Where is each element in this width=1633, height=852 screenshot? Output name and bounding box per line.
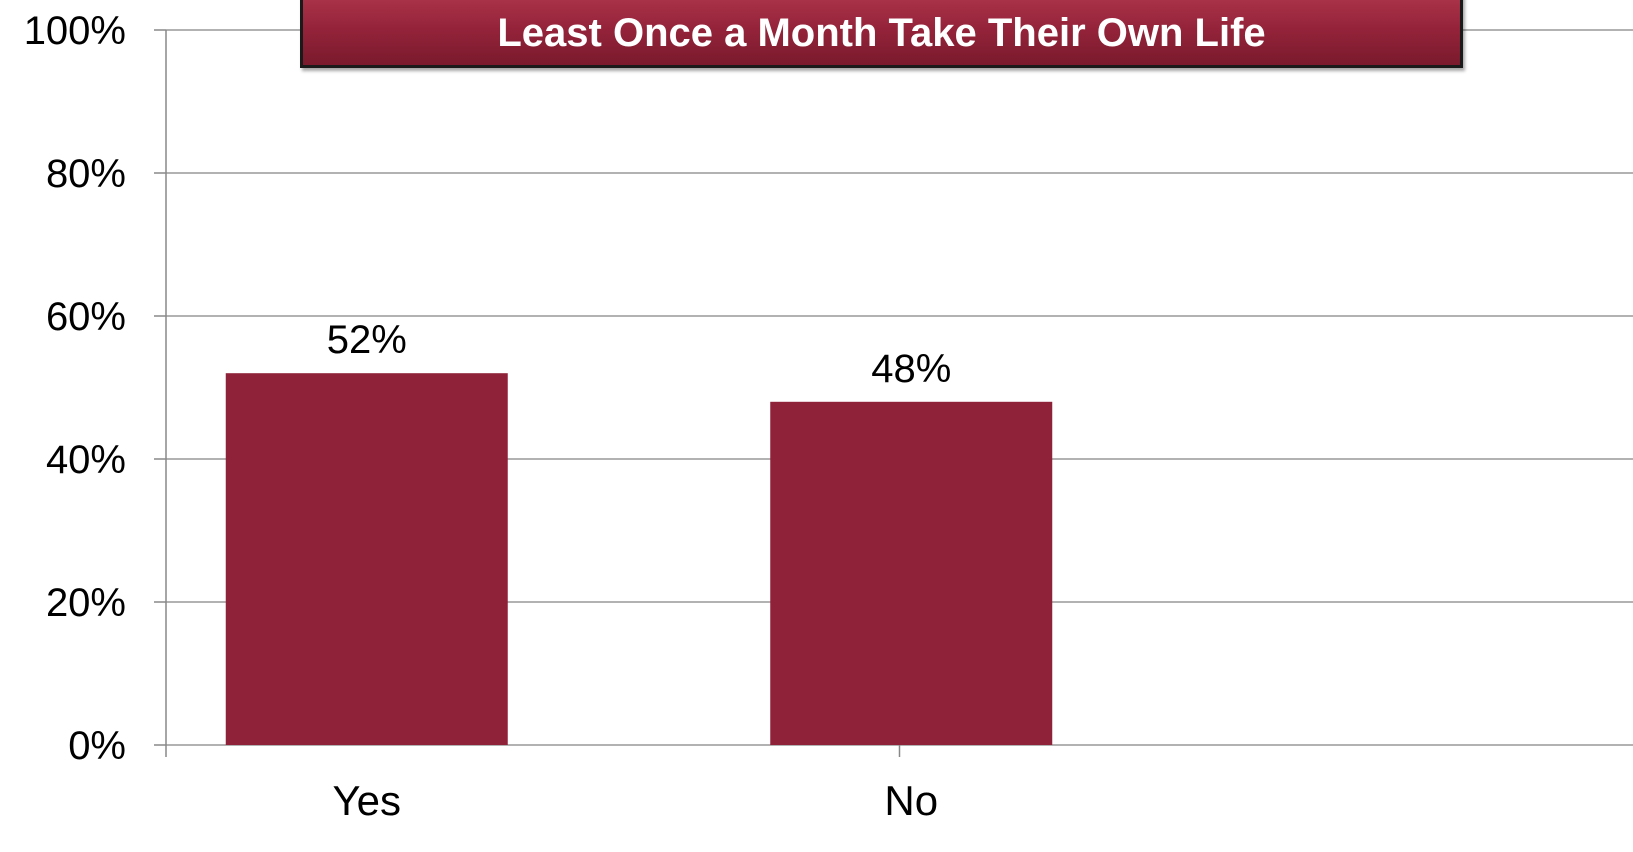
y-tick-label: 0% — [68, 724, 126, 768]
x-tick-label: No — [884, 777, 938, 824]
chart-title: Least Once a Month Take Their Own Life — [497, 11, 1266, 55]
bar-no — [770, 401, 1053, 745]
y-tick-label: 40% — [46, 438, 126, 482]
chart-title-box: Least Once a Month Take Their Own Life — [300, 0, 1463, 68]
x-tick-label: Yes — [332, 777, 401, 824]
y-tick-label: 20% — [46, 581, 126, 625]
bar-yes — [225, 373, 508, 745]
data-label: 52% — [327, 318, 407, 362]
y-tick-label: 80% — [46, 152, 126, 196]
y-tick-label: 60% — [46, 295, 126, 339]
y-tick-label: 100% — [24, 9, 126, 53]
data-label: 48% — [871, 347, 951, 391]
